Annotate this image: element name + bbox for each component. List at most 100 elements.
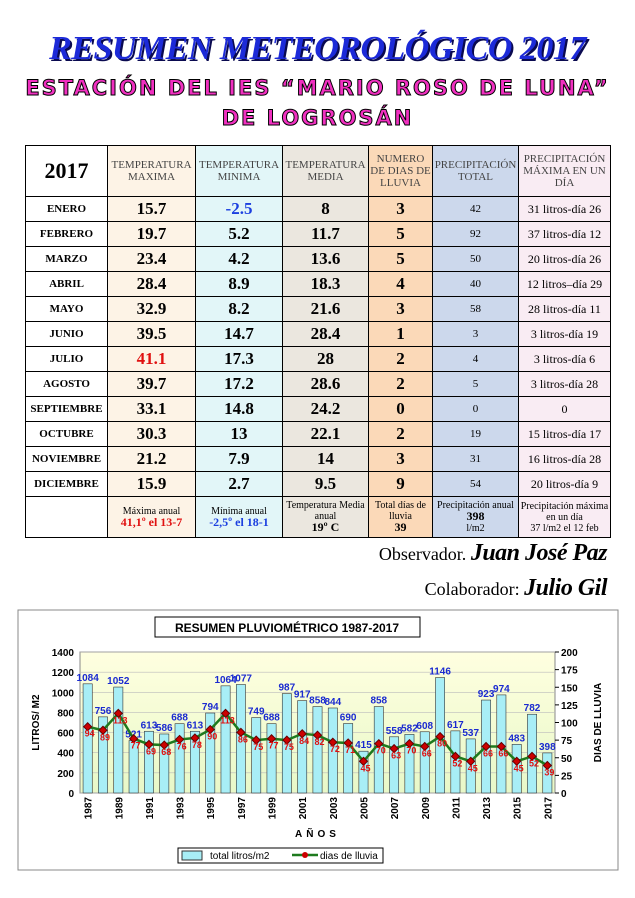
data-label: 68 — [161, 747, 171, 757]
data-label: 75 — [284, 742, 294, 752]
cell: 58 — [432, 296, 519, 322]
bar — [159, 733, 170, 794]
month: ENERO — [25, 196, 108, 222]
cell: 19 — [432, 421, 519, 447]
bar — [542, 752, 553, 794]
row: ENERO 15.7 -2.5 8 3 42 31 litros-día 26 — [25, 196, 611, 222]
cell: 41.1 — [107, 346, 196, 372]
marker — [113, 708, 124, 719]
marker — [312, 730, 323, 740]
y-tick-label: 0 — [68, 789, 74, 800]
marker — [297, 729, 307, 739]
marker — [435, 731, 445, 742]
data-label: 39 — [544, 768, 554, 778]
y2-tick-label: 25 — [561, 771, 573, 782]
marker — [343, 738, 353, 748]
cell: 3 — [368, 296, 433, 322]
cell: 37 litros-día 12 — [518, 221, 611, 247]
data-label: 52 — [452, 758, 462, 768]
y-tick-label: 800 — [57, 708, 74, 719]
cell: 15 litros-día 17 — [518, 421, 611, 447]
month: MARZO — [25, 246, 108, 272]
marker — [496, 741, 507, 752]
cell: 4 — [432, 346, 519, 372]
cell: 15.7 — [107, 196, 196, 222]
bar — [174, 723, 185, 794]
bar — [389, 736, 400, 794]
data-label: 63 — [391, 751, 401, 761]
cell: 39.5 — [107, 321, 196, 347]
marker — [328, 737, 338, 747]
label: Colaborador: — [424, 579, 520, 599]
data-label: 586 — [156, 723, 173, 734]
bar — [266, 723, 277, 794]
bar — [404, 734, 415, 794]
row: DICIEMBRE 15.9 2.7 9.5 9 54 20 litros-día 9 — [25, 471, 611, 497]
bar — [144, 730, 154, 794]
footer-text: Mínima anual — [211, 505, 267, 517]
footer-text: Total días de lluvia — [375, 500, 426, 522]
marker — [98, 725, 108, 735]
marker — [174, 734, 185, 745]
bar — [511, 744, 522, 794]
data-label: 113 — [113, 715, 128, 725]
marker — [159, 740, 169, 750]
y2-tick-label: 175 — [561, 666, 578, 677]
data-label: 77 — [269, 741, 279, 751]
bar — [235, 684, 246, 794]
row: SEPTIEMBRE 33.1 14.8 24.2 0 0 0 — [25, 396, 611, 422]
x-tick-label: 2009 — [421, 797, 432, 820]
row: JULIO 41.1 17.3 28 2 4 3 litros-día 6 — [25, 346, 611, 372]
cell: 0 — [368, 396, 433, 422]
data-label: 415 — [355, 740, 372, 751]
marker — [450, 751, 461, 762]
data-label: 1052 — [107, 676, 130, 687]
data-label: 794 — [202, 702, 219, 713]
cell: 92 — [432, 221, 519, 247]
data-label: 749 — [248, 707, 265, 718]
cell: 7.9 — [195, 446, 283, 472]
row: MARZO 23.4 4.2 13.6 5 50 20 litros-día 26 — [25, 246, 611, 272]
cell: 14.7 — [195, 321, 283, 347]
cell: 3 litros-día 6 — [518, 346, 611, 372]
bar — [251, 717, 262, 794]
cell: 14 — [282, 446, 369, 472]
y-tick-label: 1400 — [52, 648, 75, 659]
cell: 18.3 — [282, 271, 369, 297]
marker — [374, 738, 384, 749]
collaborator: Colaborador: Julio Gil — [424, 575, 608, 602]
cell: 42 — [432, 196, 519, 222]
cell: 15.9 — [107, 471, 196, 497]
y-tick-label: 400 — [57, 749, 74, 760]
cell: 1 — [368, 321, 433, 347]
footer-row: Máxima anual 41,1º el 13-7 Mínima anual -2,… — [25, 496, 611, 538]
data-label: 782 — [524, 703, 541, 714]
y2-tick-label: 50 — [561, 754, 573, 765]
cell: 3 — [368, 446, 433, 472]
data-label: 1146 — [429, 667, 451, 678]
marker — [527, 751, 537, 762]
y-tick-label: 200 — [57, 769, 74, 780]
bar — [297, 700, 308, 794]
data-label: 582 — [401, 723, 418, 734]
data-label: 90 — [207, 732, 217, 742]
bar — [312, 706, 323, 794]
cell: 22.1 — [282, 421, 369, 447]
subtitle: DE LOGROSÁN — [221, 106, 414, 131]
cell: 11.7 — [282, 221, 369, 247]
label: Observador. — [378, 544, 467, 564]
cell: 2 — [368, 421, 433, 447]
header-cell: TEMPERATURA MEDIA — [282, 145, 369, 197]
footer-text: Máxima anual — [122, 505, 181, 517]
data-label: 45 — [514, 763, 524, 773]
data-label: 756 — [95, 706, 112, 717]
x-tick-label: 1989 — [114, 797, 125, 820]
data-label: 844 — [324, 697, 341, 708]
footer-cell: Mínima anual -2,5º el 18-1 — [195, 496, 283, 538]
data-label: 75 — [253, 742, 263, 752]
data-label: 66 — [498, 748, 508, 758]
cell: 5 — [368, 221, 433, 247]
footer-text: 398 — [466, 509, 485, 523]
chart-title: RESUMEN PLUVIOMÉTRICO 1987-2017 — [175, 620, 399, 635]
marker — [542, 760, 553, 771]
